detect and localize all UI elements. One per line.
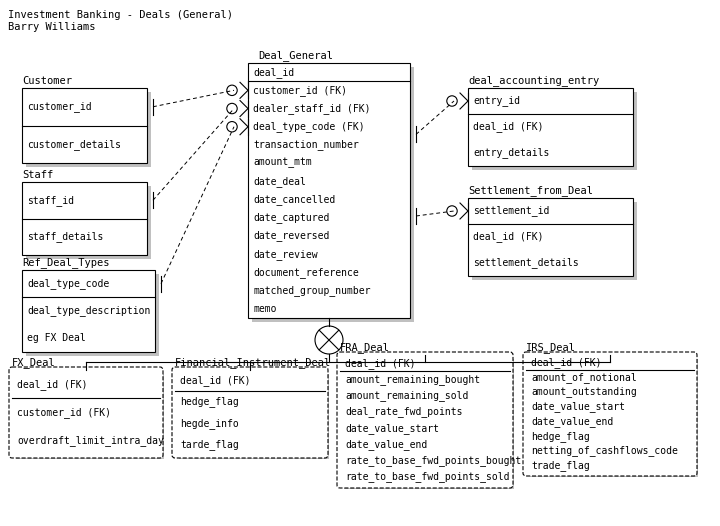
Text: Financial_Instrument_Deal: Financial_Instrument_Deal [175,357,331,368]
Text: amount_remaining_bought: amount_remaining_bought [345,374,480,385]
Text: staff_id: staff_id [27,195,74,206]
Text: netting_of_cashflows_code: netting_of_cashflows_code [531,446,678,457]
Text: date_value_end: date_value_end [531,416,613,427]
Text: FX_Deal: FX_Deal [12,357,55,368]
Text: rate_to_base_fwd_points_bought: rate_to_base_fwd_points_bought [345,455,521,466]
Bar [26,186,151,259]
Bar [26,92,151,167]
Text: deal_id (FK): deal_id (FK) [473,231,544,242]
Bar [22,88,147,163]
Text: amount_mtm: amount_mtm [253,158,312,168]
Text: customer_id: customer_id [27,102,91,112]
Text: deal_id (FK): deal_id (FK) [473,122,544,133]
Text: amount_of_notional: amount_of_notional [531,372,636,382]
Text: date_captured: date_captured [253,213,329,223]
Text: date_value_start: date_value_start [345,423,439,433]
FancyBboxPatch shape [9,367,163,458]
Text: staff_details: staff_details [27,231,104,242]
Text: date_value_end: date_value_end [345,439,427,450]
Bar [26,274,159,356]
Text: deal_id (FK): deal_id (FK) [531,357,601,368]
Text: customer_id (FK): customer_id (FK) [17,407,111,418]
Text: transaction_number: transaction_number [253,139,359,150]
Text: hegde_info: hegde_info [180,418,239,429]
Bar [22,270,155,352]
Bar [22,182,147,255]
Text: deal_rate_fwd_points: deal_rate_fwd_points [345,407,462,417]
Text: date_deal: date_deal [253,176,306,187]
Bar [468,198,633,276]
FancyBboxPatch shape [523,352,697,476]
Text: customer_id (FK): customer_id (FK) [253,85,347,96]
Text: date_review: date_review [253,249,318,260]
Text: IRS_Deal: IRS_Deal [526,342,576,353]
Text: date_cancelled: date_cancelled [253,194,336,205]
Text: Customer: Customer [22,76,72,86]
Text: overdraft_limit_intra_day: overdraft_limit_intra_day [17,436,164,446]
FancyBboxPatch shape [172,367,328,458]
Text: deal_type_code (FK): deal_type_code (FK) [253,122,364,132]
Text: hedge_flag: hedge_flag [531,431,590,442]
Text: deal_type_description: deal_type_description [27,306,150,317]
Text: Settlement_from_Deal: Settlement_from_Deal [468,185,593,196]
Text: eg FX Deal: eg FX Deal [27,333,86,343]
Text: dealer_staff_id (FK): dealer_staff_id (FK) [253,103,371,114]
Text: memo: memo [253,304,276,314]
Text: matched_group_number: matched_group_number [253,285,371,296]
Text: Investment Banking - Deals (General): Investment Banking - Deals (General) [8,10,233,20]
Text: hedge_flag: hedge_flag [180,397,239,407]
Text: deal_id: deal_id [253,67,294,77]
Text: deal_type_code: deal_type_code [27,278,109,289]
Text: deal_id (FK): deal_id (FK) [180,375,251,386]
Text: settlement_id: settlement_id [473,206,549,217]
Text: Deal_General: Deal_General [258,50,333,61]
Bar [344,359,514,489]
Text: document_reference: document_reference [253,267,359,278]
Bar [179,374,329,459]
Text: amount_remaining_sold: amount_remaining_sold [345,390,469,401]
Bar [530,359,698,477]
Text: trade_flag: trade_flag [531,460,590,471]
Text: date_value_start: date_value_start [531,401,625,412]
Text: deal_accounting_entry: deal_accounting_entry [468,75,599,86]
Text: settlement_details: settlement_details [473,258,579,268]
Bar [472,92,637,170]
Text: Staff: Staff [22,170,53,180]
Bar [252,67,414,322]
Text: tarde_flag: tarde_flag [180,439,239,450]
Text: customer_details: customer_details [27,139,121,150]
Text: amount_outstanding: amount_outstanding [531,387,636,397]
Text: deal_id (FK): deal_id (FK) [345,358,415,369]
Text: date_reversed: date_reversed [253,230,329,241]
Text: Barry Williams: Barry Williams [8,22,96,32]
Text: FRA_Deal: FRA_Deal [340,342,390,353]
Bar [248,63,410,318]
Text: entry_id: entry_id [473,96,520,106]
Text: entry_details: entry_details [473,148,549,158]
Text: deal_id (FK): deal_id (FK) [17,379,88,390]
Bar [472,202,637,280]
Bar [16,374,164,459]
Text: rate_to_base_fwd_points_sold: rate_to_base_fwd_points_sold [345,471,510,482]
FancyBboxPatch shape [337,352,513,488]
Bar [468,88,633,166]
Text: Ref_Deal_Types: Ref_Deal_Types [22,257,109,268]
